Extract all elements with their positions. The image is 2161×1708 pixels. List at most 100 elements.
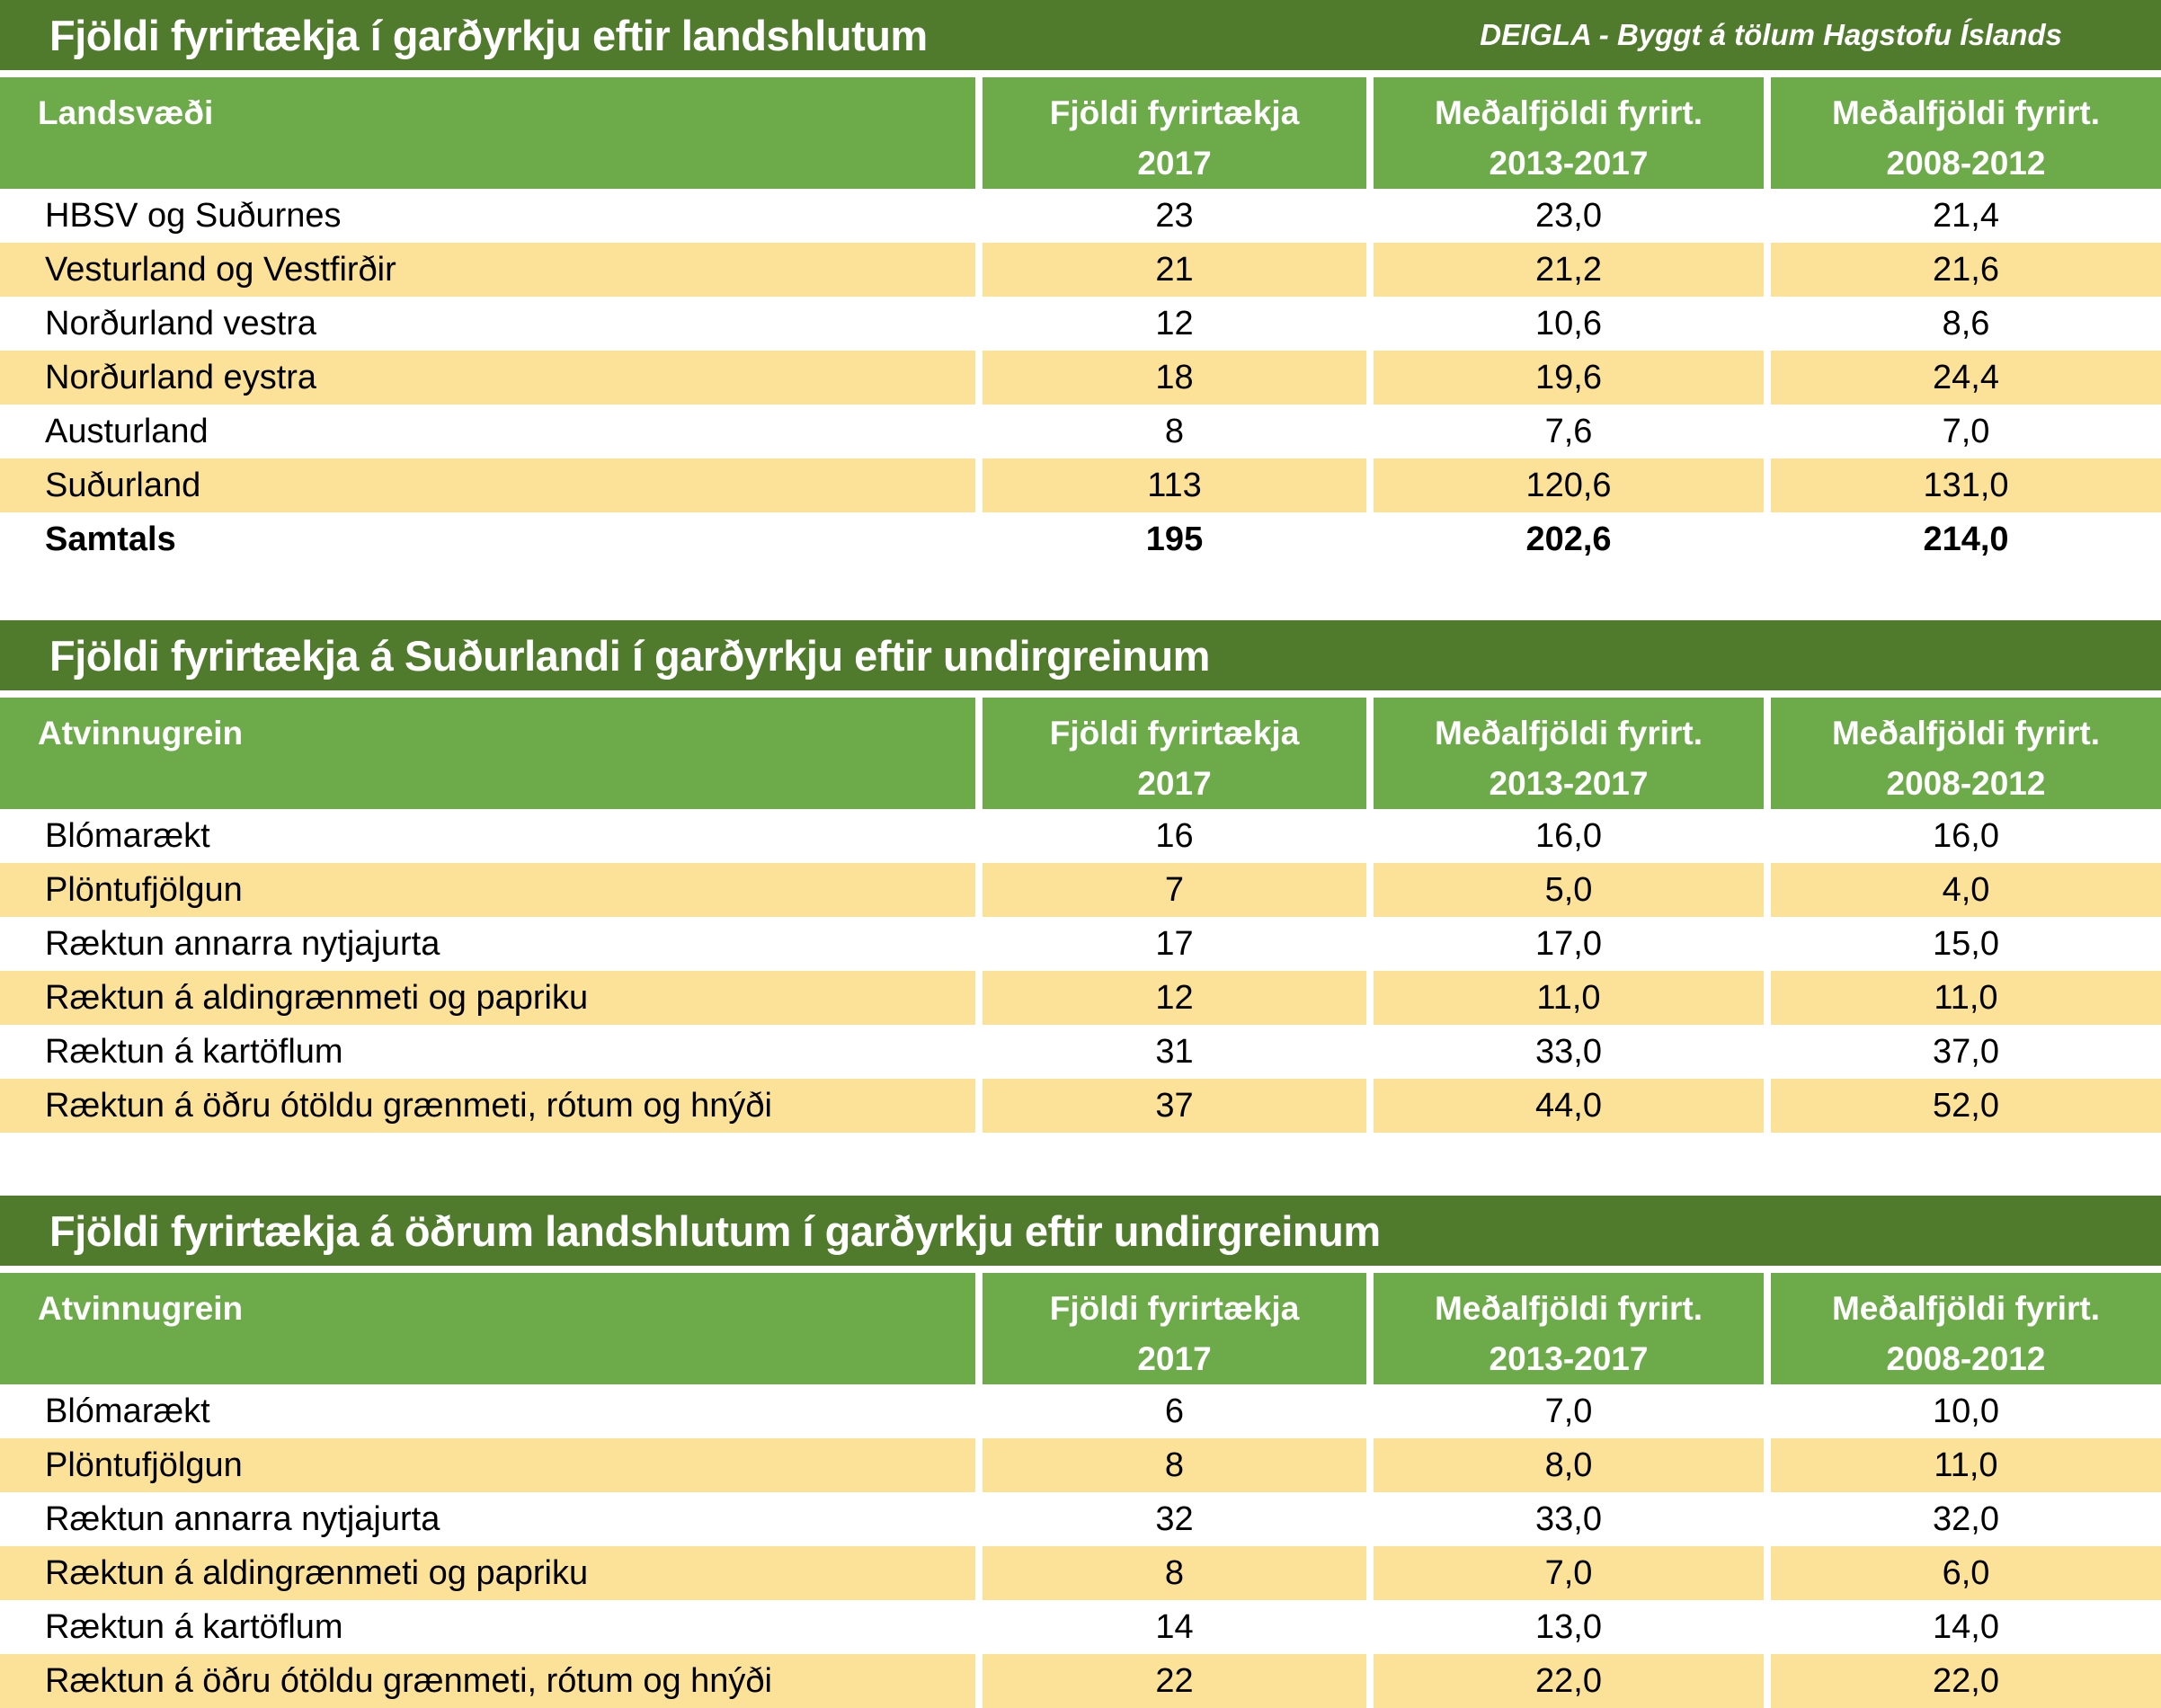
table-row: Ræktun á kartöflum 31 33,0 37,0 — [0, 1025, 2161, 1079]
header-cell-2008-2012: Meðalfjöldi fyrirt. 2008-2012 — [1771, 1273, 2161, 1384]
value-2013-2017-cell: 7,0 — [1374, 1546, 1764, 1600]
table-row: Ræktun á kartöflum 14 13,0 14,0 — [0, 1600, 2161, 1654]
header-cell-category: Atvinnugrein — [0, 1273, 975, 1384]
value-2013-2017-cell: 7,6 — [1544, 412, 1593, 450]
table-row: Ræktun á aldingrænmeti og papriku 12 11,… — [0, 971, 2161, 1025]
value-2013-2017-cell: 19,6 — [1374, 351, 1764, 405]
table-title: Fjöldi fyrirtækja á öðrum landshlutum í … — [49, 1206, 1381, 1255]
value-2017-cell: 23 — [1155, 196, 1194, 235]
value-2008-2012-cell: 4,0 — [1771, 863, 2161, 917]
table-row: Ræktun annarra nytjajurta 32 33,0 32,0 — [0, 1492, 2161, 1546]
header-cell-2008-2012: Meðalfjöldi fyrirt. 2008-2012 — [1771, 77, 2161, 189]
row-label-cell: Samtals — [45, 520, 176, 558]
row-label-cell: Norðurland eystra — [0, 351, 975, 405]
row-label-cell: Ræktun annarra nytjajurta — [45, 1499, 440, 1538]
value-2017-cell: 8 — [983, 1438, 1366, 1492]
value-2008-2012-cell: 22,0 — [1771, 1654, 2161, 1708]
header-cell-2017: Fjöldi fyrirtækja 2017 — [983, 1273, 1366, 1384]
table-row: Plöntufjölgun 8 8,0 11,0 — [0, 1438, 2161, 1492]
value-2008-2012-cell: 15,0 — [1933, 924, 1999, 963]
value-2013-2017-cell: 11,0 — [1374, 971, 1764, 1025]
header-row: Atvinnugrein Fjöldi fyrirtækja 2017 Meða… — [0, 698, 2161, 809]
value-2017-cell: 32 — [1155, 1499, 1194, 1538]
value-2008-2012-cell: 14,0 — [1933, 1607, 1999, 1646]
table-row: Plöntufjölgun 7 5,0 4,0 — [0, 863, 2161, 917]
row-label-cell: Blómarækt — [45, 816, 210, 855]
row-label-cell: Ræktun á kartöflum — [45, 1607, 343, 1646]
row-label-cell: Ræktun á öðru ótöldu grænmeti, rótum og … — [0, 1654, 975, 1708]
header-cell-category: Atvinnugrein — [0, 698, 975, 809]
value-2017-cell: 12 — [983, 971, 1366, 1025]
table-body: Blómarækt 6 7,0 10,0 Plöntufjölgun 8 8,0… — [0, 1384, 2161, 1708]
table-row: Norðurland eystra 18 19,6 24,4 — [0, 351, 2161, 405]
table-title: Fjöldi fyrirtækja á Suðurlandi í garðyrk… — [49, 631, 1210, 680]
value-2017-cell: 195 — [1145, 520, 1204, 558]
value-2017-cell: 22 — [983, 1654, 1366, 1708]
value-2008-2012-cell: 131,0 — [1771, 458, 2161, 512]
value-2008-2012-cell: 7,0 — [1942, 412, 1990, 450]
value-2017-cell: 18 — [983, 351, 1366, 405]
row-label-cell: Blómarækt — [45, 1392, 210, 1430]
regions-table: Fjöldi fyrirtækja í garðyrkju eftir land… — [0, 0, 2161, 566]
header-cell-2013-2017: Meðalfjöldi fyrirt. 2013-2017 — [1374, 77, 1764, 189]
header-line-2: 2008-2012 — [1886, 145, 2046, 182]
table-row: Ræktun annarra nytjajurta 17 17,0 15,0 — [0, 917, 2161, 971]
table-row: Blómarækt 16 16,0 16,0 — [0, 809, 2161, 863]
value-2008-2012-cell: 21,6 — [1771, 243, 2161, 297]
row-label-cell: Ræktun á öðru ótöldu grænmeti, rótum og … — [0, 1079, 975, 1133]
header-line-1: Meðalfjöldi fyrirt. — [1434, 1290, 1703, 1327]
source-note: DEIGLA - Byggt á tölum Hagstofu Íslands — [1480, 18, 2062, 51]
header-line-1: Meðalfjöldi fyrirt. — [1831, 715, 2101, 752]
table-row: HBSV og Suðurnes 23 23,0 21,4 — [0, 189, 2161, 243]
table-row: Ræktun á öðru ótöldu grænmeti, rótum og … — [0, 1079, 2161, 1133]
row-label-cell: Ræktun á aldingrænmeti og papriku — [0, 1546, 975, 1600]
row-label-cell: Plöntufjölgun — [0, 1438, 975, 1492]
table-total-row: Samtals 195 202,6 214,0 — [0, 512, 2161, 566]
value-2013-2017-cell: 17,0 — [1535, 924, 1602, 963]
table-row: Austurland 8 7,6 7,0 — [0, 405, 2161, 458]
header-line-2: 2017 — [1137, 765, 1212, 802]
header-line-1: Fjöldi fyrirtækja — [1049, 94, 1300, 131]
value-2008-2012-cell: 8,6 — [1942, 304, 1990, 342]
header-cell-2017: Fjöldi fyrirtækja 2017 — [983, 77, 1366, 189]
value-2017-cell: 7 — [983, 863, 1366, 917]
table-row: Ræktun á öðru ótöldu grænmeti, rótum og … — [0, 1654, 2161, 1708]
sudurland-table-title-bar: Fjöldi fyrirtækja á Suðurlandi í garðyrk… — [0, 620, 2161, 690]
value-2013-2017-cell: 22,0 — [1374, 1654, 1764, 1708]
table-row: Ræktun á aldingrænmeti og papriku 8 7,0 … — [0, 1546, 2161, 1600]
header-line-2: 2013-2017 — [1489, 765, 1649, 802]
table-row: Norðurland vestra 12 10,6 8,6 — [0, 297, 2161, 351]
header-row: Landsvæði Fjöldi fyrirtækja 2017 Meðalfj… — [0, 77, 2161, 189]
header-line-2: 2013-2017 — [1489, 1340, 1649, 1377]
value-2008-2012-cell: 6,0 — [1771, 1546, 2161, 1600]
value-2013-2017-cell: 10,6 — [1535, 304, 1602, 342]
header-line-2: 2017 — [1137, 1340, 1212, 1377]
sudurland-table: Fjöldi fyrirtækja á Suðurlandi í garðyrk… — [0, 620, 2161, 1133]
header-cell-2008-2012: Meðalfjöldi fyrirt. 2008-2012 — [1771, 698, 2161, 809]
value-2013-2017-cell: 44,0 — [1374, 1079, 1764, 1133]
row-label-cell: Norðurland vestra — [45, 304, 317, 342]
value-2008-2012-cell: 24,4 — [1771, 351, 2161, 405]
value-2008-2012-cell: 32,0 — [1933, 1499, 1999, 1538]
value-2013-2017-cell: 120,6 — [1374, 458, 1764, 512]
value-2017-cell: 8 — [1164, 412, 1185, 450]
value-2008-2012-cell: 37,0 — [1933, 1032, 1999, 1071]
value-2008-2012-cell: 21,4 — [1933, 196, 1999, 235]
value-2008-2012-cell: 10,0 — [1933, 1392, 1999, 1430]
value-2013-2017-cell: 13,0 — [1535, 1607, 1602, 1646]
value-2017-cell: 14 — [1155, 1607, 1194, 1646]
value-2008-2012-cell: 16,0 — [1933, 816, 1999, 855]
value-2013-2017-cell: 21,2 — [1374, 243, 1764, 297]
header-line-1: Fjöldi fyrirtækja — [1049, 715, 1300, 752]
row-label-cell: Vesturland og Vestfirðir — [0, 243, 975, 297]
other-regions-table: Fjöldi fyrirtækja á öðrum landshlutum í … — [0, 1196, 2161, 1708]
value-2013-2017-cell: 8,0 — [1374, 1438, 1764, 1492]
row-label-cell: Ræktun annarra nytjajurta — [45, 924, 440, 963]
row-label-cell: Suðurland — [0, 458, 975, 512]
table-title: Fjöldi fyrirtækja í garðyrkju eftir land… — [49, 11, 928, 59]
table-body: HBSV og Suðurnes 23 23,0 21,4 Vesturland… — [0, 189, 2161, 566]
value-2017-cell: 8 — [983, 1546, 1366, 1600]
value-2008-2012-cell: 11,0 — [1771, 971, 2161, 1025]
header-line-2: 2017 — [1137, 145, 1212, 182]
